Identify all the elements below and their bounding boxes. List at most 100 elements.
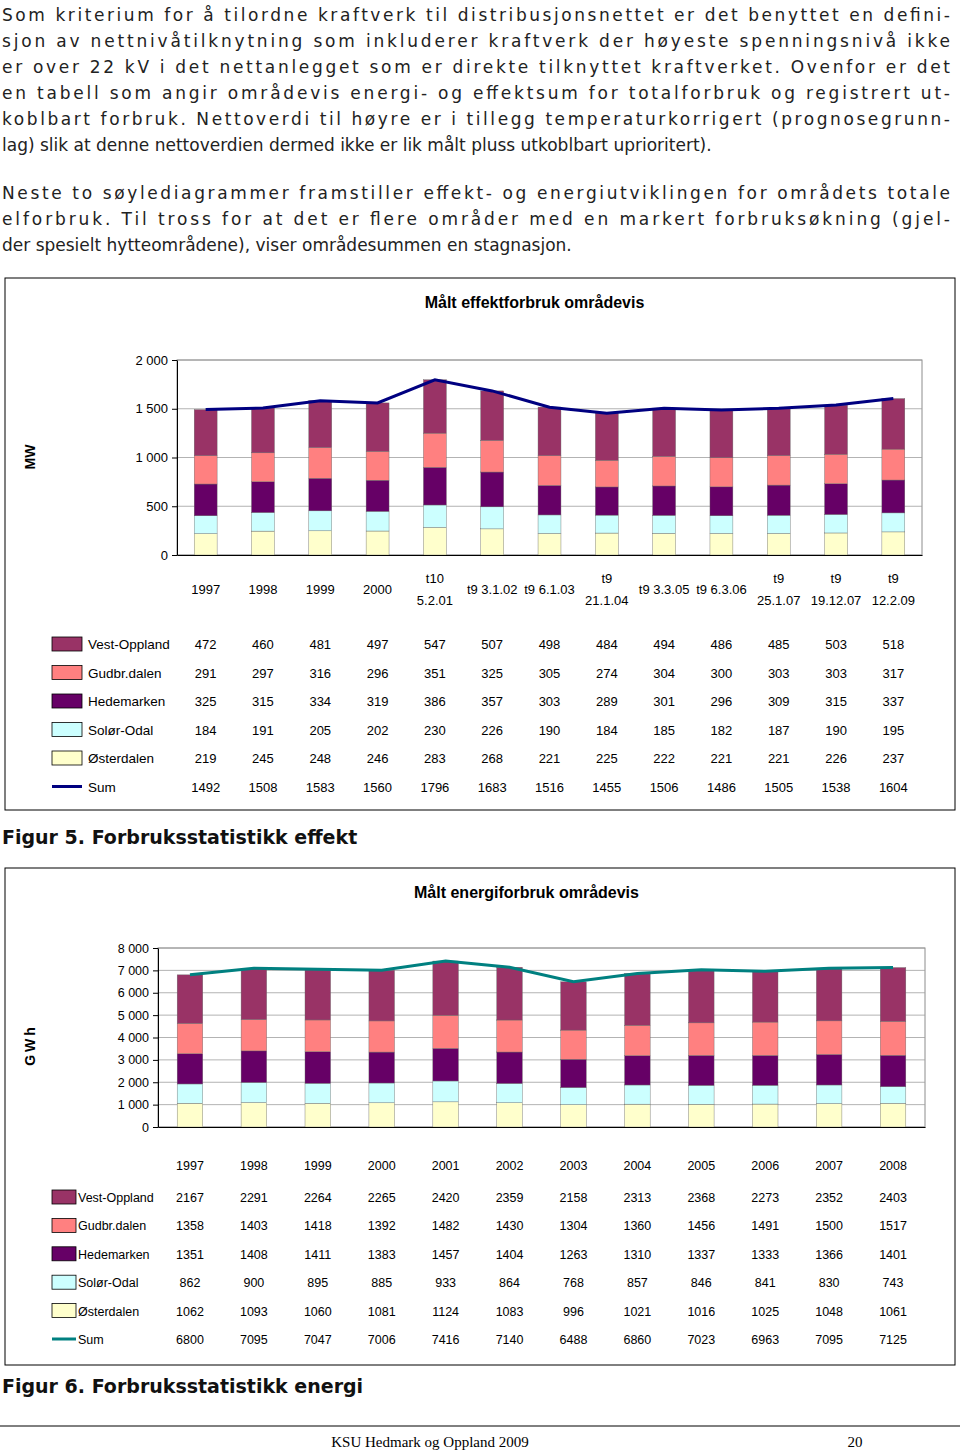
grid-line: [158, 948, 925, 949]
bar-segment: [305, 1052, 331, 1084]
bar-segment: [252, 408, 275, 453]
table-value: 1516: [535, 780, 564, 795]
table-value: 357: [481, 694, 503, 709]
bar-segment: [177, 975, 203, 1023]
paragraph-line: koblbart forbruk. Nettoverdi til høyre e…: [2, 109, 950, 129]
bar-segment: [194, 410, 217, 456]
legend-swatch: [52, 1275, 76, 1289]
table-value: 1401: [879, 1248, 907, 1262]
x-axis: 1997199819992000t105.2.01t9 3.1.02t9 6.1…: [178, 555, 923, 608]
chart: Målt energiforbruk områdevisGWh01 0002 0…: [5, 868, 955, 1365]
y-tick: 1 000: [118, 1098, 158, 1112]
x-tick: t925.1.07: [757, 555, 800, 608]
x-tick-label: 1998: [249, 582, 278, 597]
y-tick-label: 1 000: [118, 1098, 149, 1112]
marks: [194, 380, 905, 555]
legend-label: Solør-Odal: [78, 1276, 138, 1290]
bar-segment: [825, 514, 848, 533]
y-tick: 4 000: [118, 1031, 158, 1045]
table-value: 1492: [191, 780, 220, 795]
bar-segment: [561, 982, 587, 1030]
bar-segment: [816, 1054, 842, 1085]
legend-swatch: [52, 1304, 76, 1318]
bar-segment: [309, 511, 332, 531]
x-tick: 1999: [304, 1127, 332, 1173]
x-tick: 1998: [249, 555, 278, 597]
y-tick: 500: [146, 499, 177, 514]
bar-segment: [305, 1020, 331, 1052]
x-tick-label: t912.2.09: [872, 571, 915, 608]
bar-segment: [481, 529, 504, 555]
bar-segment: [366, 511, 389, 531]
y-tick-label: 500: [146, 499, 168, 514]
table-value: 996: [563, 1305, 584, 1319]
table-value: 484: [596, 637, 618, 652]
x-tick-label-line: 1997: [191, 582, 220, 597]
y-tick-mark: [153, 1038, 158, 1039]
paragraph-line: der spesielt hytteområdene), viser områd…: [2, 235, 572, 255]
table-value: 1304: [560, 1219, 588, 1233]
bar-segment: [241, 968, 267, 1019]
bar-segment: [366, 403, 389, 451]
x-tick-label: 2006: [751, 1159, 779, 1173]
table-value: 1048: [815, 1305, 843, 1319]
table-value: 2273: [751, 1191, 779, 1205]
bar-segment: [880, 1021, 906, 1055]
x-axis-line: [178, 555, 923, 556]
table-value: 1418: [304, 1219, 332, 1233]
table-value: 303: [768, 666, 790, 681]
y-tick: 1 000: [135, 450, 177, 465]
bar-segment: [816, 1104, 842, 1127]
table-value: 325: [481, 666, 503, 681]
table-value: 1430: [496, 1219, 524, 1233]
x-tick: t919.12.07: [811, 555, 862, 608]
y-tick-label: 4 000: [118, 1031, 149, 1045]
y-tick-mark: [153, 993, 158, 994]
x-tick-label: 1998: [240, 1159, 268, 1173]
x-tick-label-line: 2000: [363, 582, 392, 597]
bar-segment: [305, 1103, 331, 1127]
y-axis-line: [158, 949, 159, 1128]
bar-segment: [366, 531, 389, 555]
table-value: 2291: [240, 1191, 268, 1205]
x-tick-label-line: t9: [601, 571, 612, 586]
bar-segment: [653, 533, 676, 555]
grid-line: [158, 1104, 925, 1105]
table-value: 1310: [623, 1248, 651, 1262]
y-tick-mark: [153, 970, 158, 971]
chart: Målt effektforbruk områdevisMW05001 0001…: [5, 278, 955, 810]
table-value: 317: [882, 666, 904, 681]
table-value: 225: [596, 751, 618, 766]
table-value: 2167: [176, 1191, 204, 1205]
bar-segment: [369, 1052, 395, 1083]
y-tick-label: 2 000: [118, 1076, 149, 1090]
x-tick-label: 1999: [304, 1159, 332, 1173]
table-value: 337: [882, 694, 904, 709]
grid-line: [158, 1015, 925, 1016]
grid-line: [158, 1082, 925, 1083]
table-value: 1491: [751, 1219, 779, 1233]
bar-segment: [752, 1055, 778, 1085]
table-value: 303: [825, 666, 847, 681]
table-value: 1093: [240, 1305, 268, 1319]
figure-caption: Figur 5. Forbruksstatistikk effekt: [2, 826, 357, 848]
bar-segment: [305, 969, 331, 1020]
bar-segment: [194, 484, 217, 516]
x-tick: 2001: [432, 1127, 460, 1173]
x-axis-line: [159, 1127, 926, 1128]
table-value: 305: [539, 666, 561, 681]
bar-segment: [177, 1103, 203, 1127]
x-tick-label: t9 3.3.05: [639, 582, 690, 597]
legend-swatch: [52, 637, 82, 651]
x-tick: 2000: [368, 1127, 396, 1173]
paragraph-line: en tabell som angir områdevis energi- og…: [2, 83, 950, 103]
table-value: 460: [252, 637, 274, 652]
x-tick-label: 1997: [176, 1159, 204, 1173]
bar-segment: [481, 472, 504, 507]
table-value: 6800: [176, 1333, 204, 1347]
table-value: 1366: [815, 1248, 843, 1262]
x-tick: t105.2.01: [417, 555, 453, 608]
table-value: 182: [711, 723, 733, 738]
table-value: 1062: [176, 1305, 204, 1319]
x-tick-label: t9 3.1.02: [467, 582, 518, 597]
